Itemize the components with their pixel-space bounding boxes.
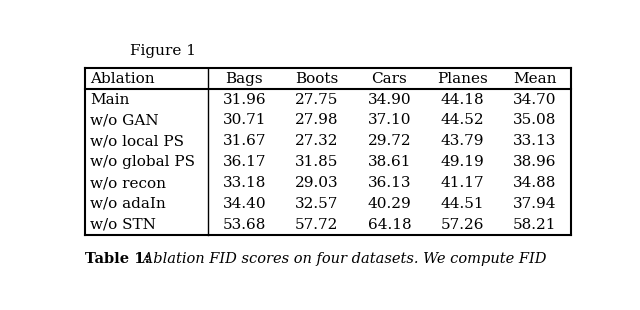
- Text: 31.85: 31.85: [295, 155, 339, 169]
- Text: 49.19: 49.19: [440, 155, 484, 169]
- Text: 38.96: 38.96: [513, 155, 556, 169]
- Text: 38.61: 38.61: [368, 155, 412, 169]
- Text: 27.98: 27.98: [295, 113, 339, 127]
- Text: w/o STN: w/o STN: [90, 218, 156, 232]
- Text: 35.08: 35.08: [513, 113, 556, 127]
- Text: Main: Main: [90, 93, 129, 107]
- Text: Boots: Boots: [295, 72, 339, 86]
- Text: 34.70: 34.70: [513, 93, 556, 107]
- Text: 33.13: 33.13: [513, 134, 556, 148]
- Text: 53.68: 53.68: [223, 218, 266, 232]
- Text: Planes: Planes: [436, 72, 488, 86]
- Text: Bags: Bags: [225, 72, 263, 86]
- Text: 43.79: 43.79: [440, 134, 484, 148]
- Text: 58.21: 58.21: [513, 218, 556, 232]
- Text: w/o recon: w/o recon: [90, 176, 166, 190]
- Text: 37.10: 37.10: [368, 113, 412, 127]
- Text: 44.52: 44.52: [440, 113, 484, 127]
- Text: Ablation FID scores on four datasets. We compute FID: Ablation FID scores on four datasets. We…: [138, 252, 547, 266]
- Text: w/o global PS: w/o global PS: [90, 155, 195, 169]
- Text: 34.90: 34.90: [367, 93, 412, 107]
- Text: 41.17: 41.17: [440, 176, 484, 190]
- Text: 34.40: 34.40: [222, 197, 266, 211]
- Text: 31.96: 31.96: [222, 93, 266, 107]
- Text: 29.72: 29.72: [367, 134, 412, 148]
- Text: w/o GAN: w/o GAN: [90, 113, 159, 127]
- Text: Mean: Mean: [513, 72, 556, 86]
- Text: 37.94: 37.94: [513, 197, 556, 211]
- Text: 57.26: 57.26: [440, 218, 484, 232]
- Text: 34.88: 34.88: [513, 176, 556, 190]
- Text: 27.32: 27.32: [295, 134, 339, 148]
- Text: 31.67: 31.67: [223, 134, 266, 148]
- Text: 44.18: 44.18: [440, 93, 484, 107]
- Text: Figure 1: Figure 1: [129, 44, 196, 58]
- Text: Ablation: Ablation: [90, 72, 154, 86]
- Text: w/o adaIn: w/o adaIn: [90, 197, 166, 211]
- Text: 32.57: 32.57: [295, 197, 339, 211]
- Text: 33.18: 33.18: [223, 176, 266, 190]
- Text: 57.72: 57.72: [295, 218, 339, 232]
- Text: 30.71: 30.71: [223, 113, 266, 127]
- Text: w/o local PS: w/o local PS: [90, 134, 184, 148]
- Text: 40.29: 40.29: [367, 197, 412, 211]
- Text: Table 1:: Table 1:: [85, 252, 150, 266]
- Text: 36.17: 36.17: [223, 155, 266, 169]
- Text: 64.18: 64.18: [367, 218, 412, 232]
- Text: 27.75: 27.75: [295, 93, 339, 107]
- Text: Cars: Cars: [372, 72, 407, 86]
- Text: 29.03: 29.03: [295, 176, 339, 190]
- Text: 36.13: 36.13: [368, 176, 412, 190]
- Text: 44.51: 44.51: [440, 197, 484, 211]
